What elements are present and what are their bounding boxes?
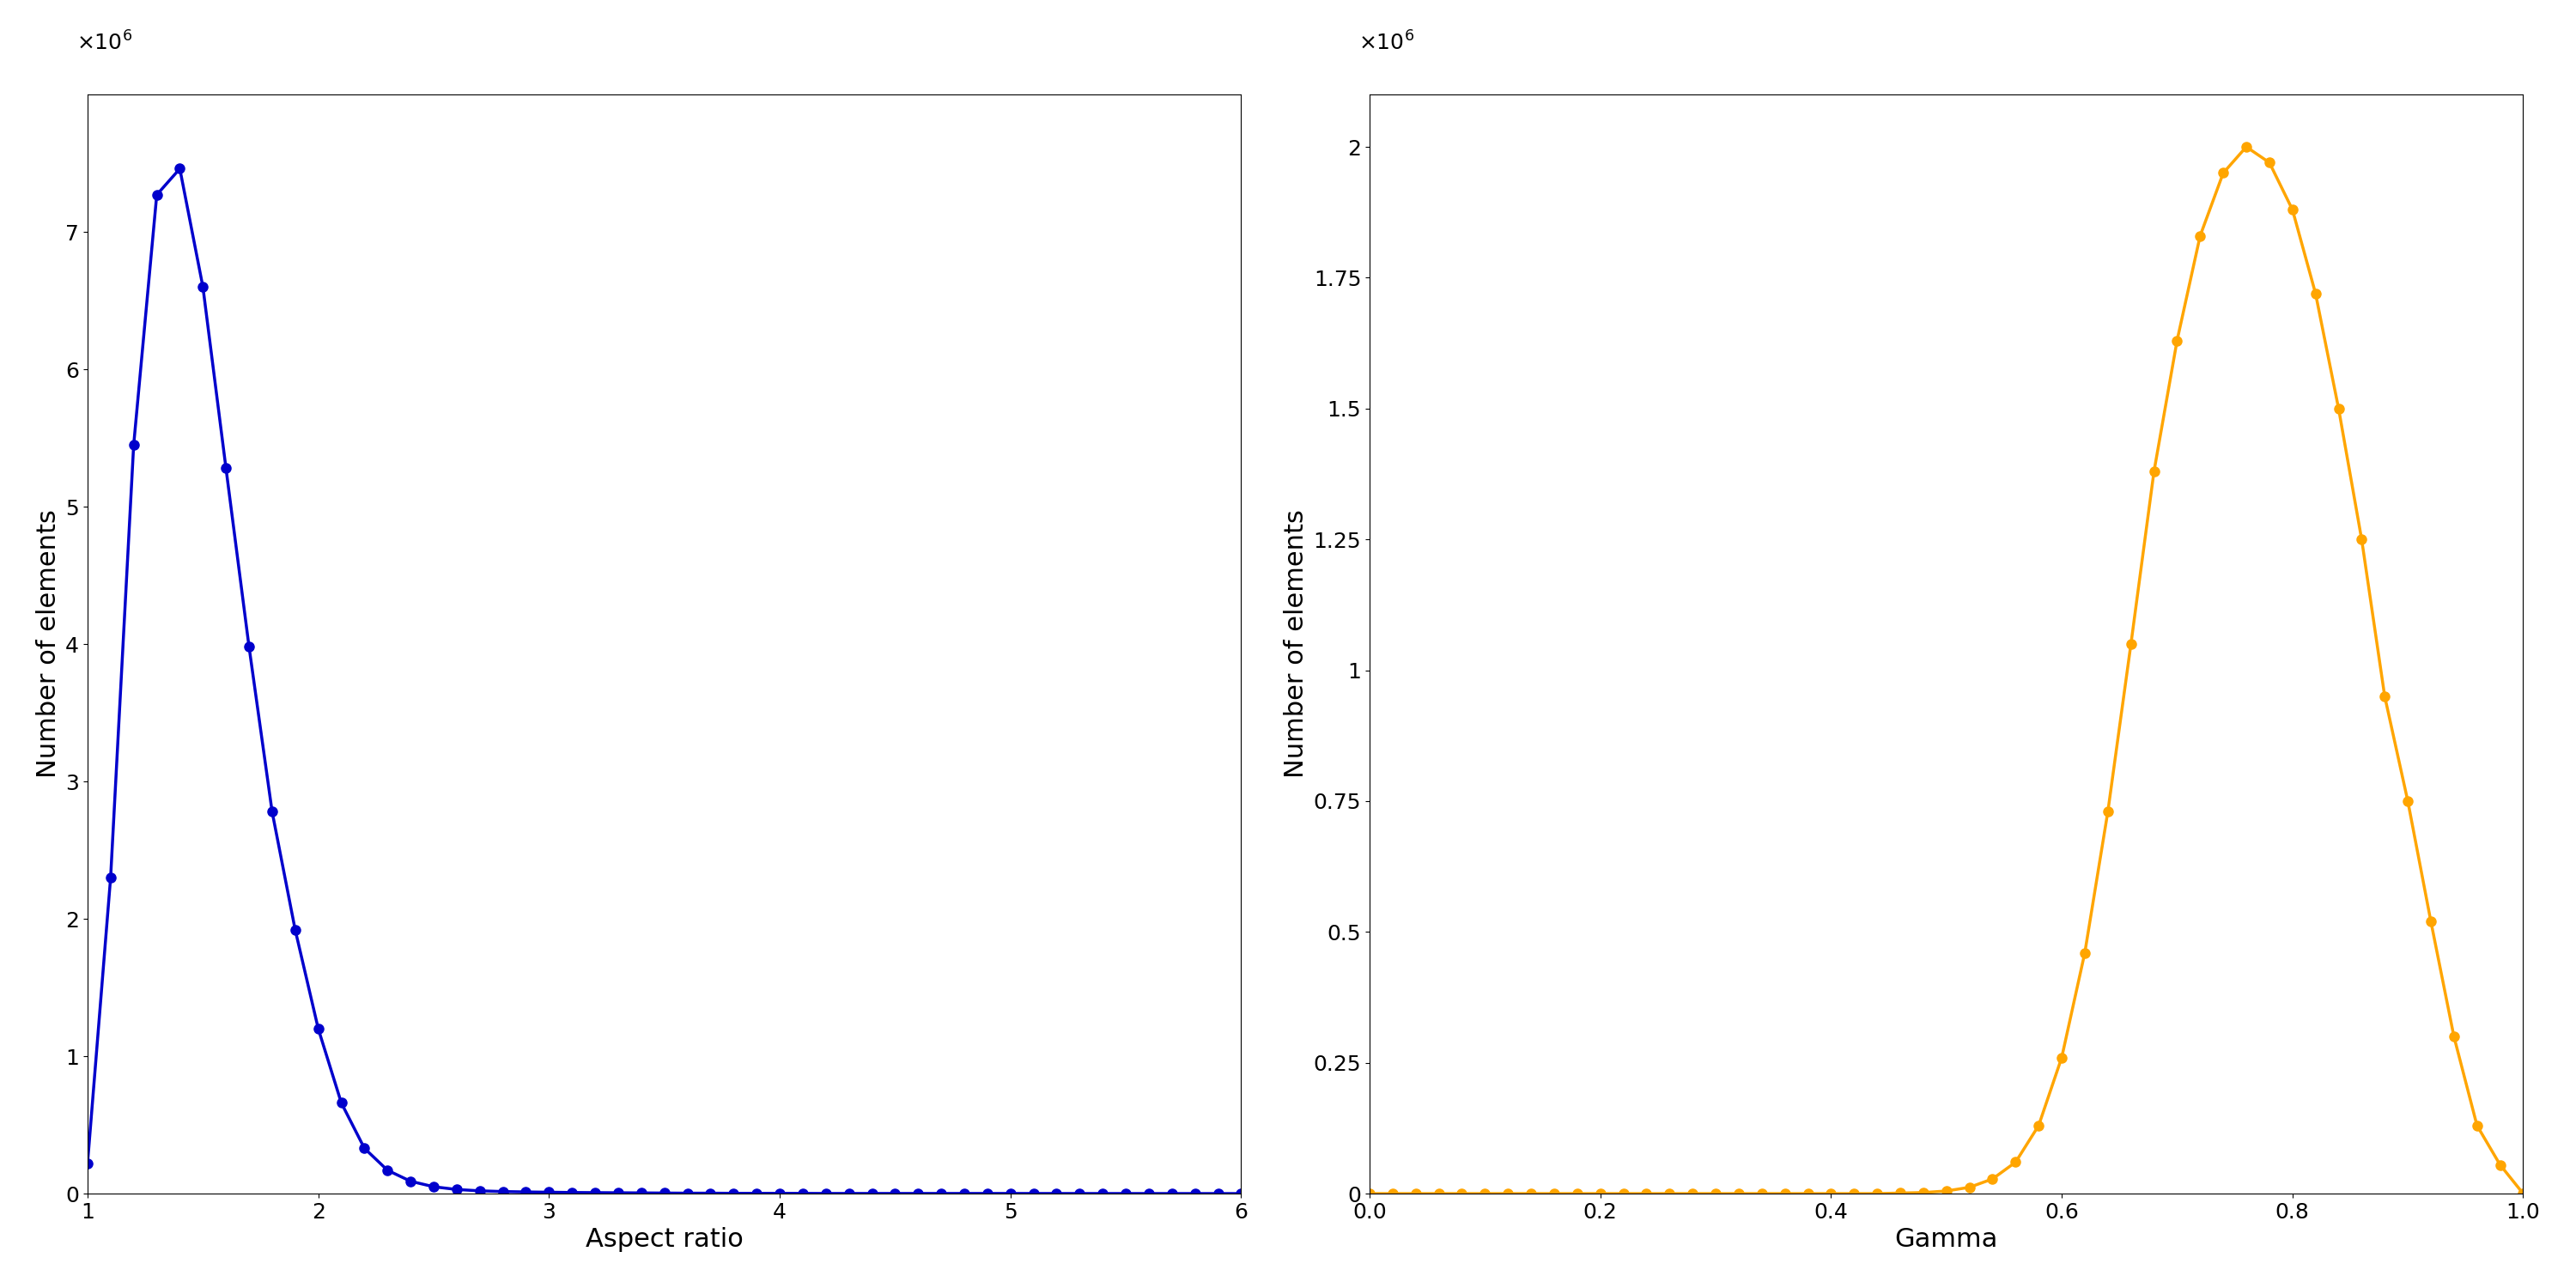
Text: $\times 10^6$: $\times 10^6$ xyxy=(1358,31,1414,55)
X-axis label: Gamma: Gamma xyxy=(1896,1227,1999,1252)
Y-axis label: Number of elements: Number of elements xyxy=(36,510,62,778)
Y-axis label: Number of elements: Number of elements xyxy=(1283,510,1309,778)
Text: $\times 10^6$: $\times 10^6$ xyxy=(77,31,131,55)
X-axis label: Aspect ratio: Aspect ratio xyxy=(585,1227,744,1252)
